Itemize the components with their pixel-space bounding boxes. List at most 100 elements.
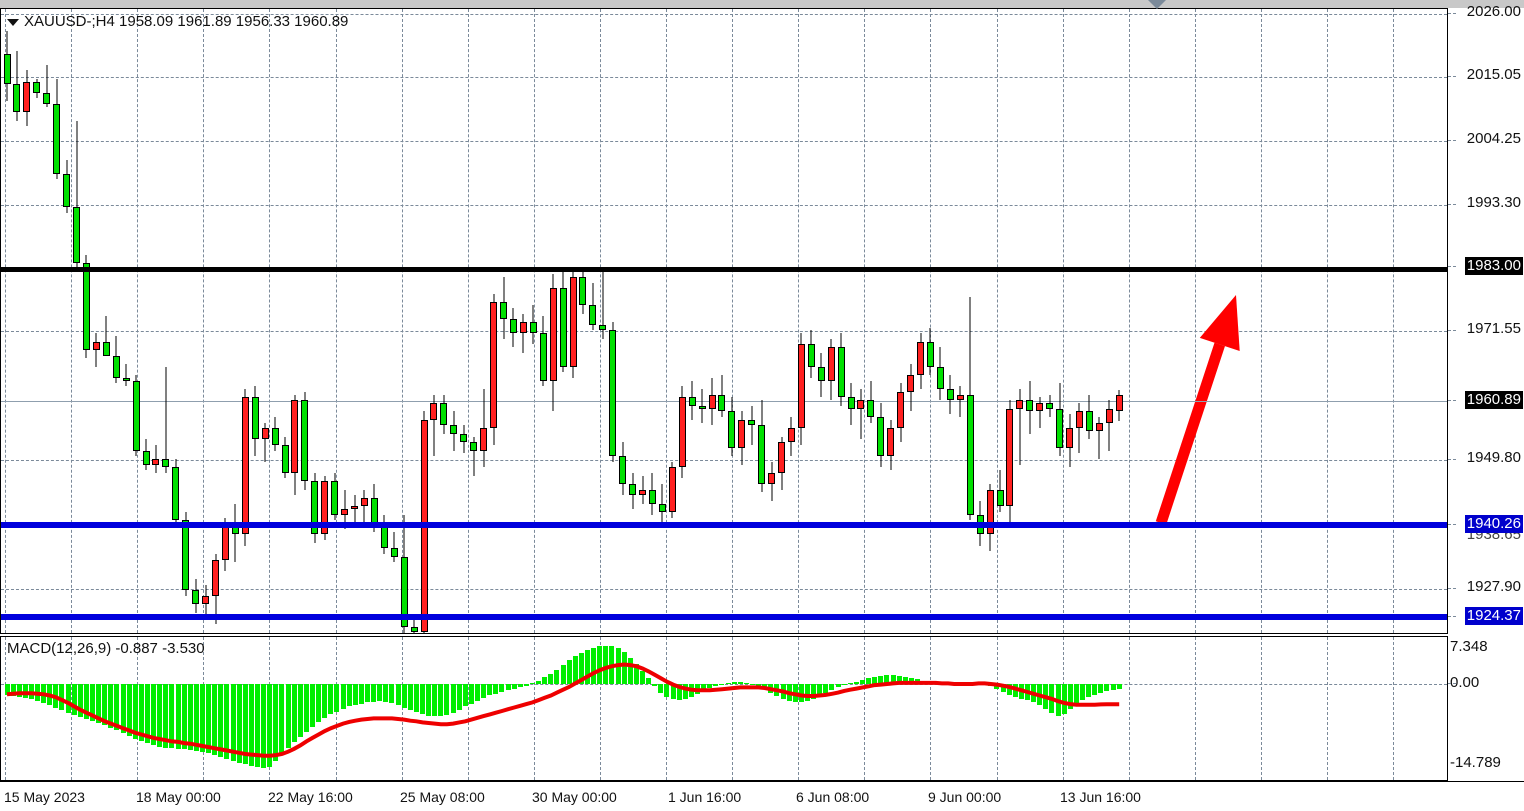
candle-body bbox=[897, 391, 905, 429]
gridline-vertical bbox=[798, 9, 800, 633]
macd-histogram-bar bbox=[1086, 684, 1092, 698]
gridline-vertical bbox=[5, 9, 7, 633]
candle-body bbox=[152, 458, 160, 465]
crosshair-top-marker bbox=[1148, 0, 1166, 9]
macd-histogram-bar bbox=[138, 684, 144, 741]
macd-histogram-bar bbox=[572, 656, 578, 684]
candle-body bbox=[142, 450, 150, 465]
macd-histogram-bar bbox=[4, 684, 10, 696]
gridline-vertical bbox=[1260, 9, 1263, 633]
candle-body bbox=[569, 277, 577, 367]
candle-body bbox=[529, 322, 537, 334]
candlestick bbox=[1115, 9, 1123, 633]
macd-histogram-bar bbox=[750, 684, 755, 685]
candle-body bbox=[827, 347, 835, 381]
candle-body bbox=[758, 425, 766, 485]
candle-wick bbox=[1098, 417, 1100, 459]
dropdown-triangle-icon[interactable] bbox=[7, 18, 19, 26]
macd-histogram-bar bbox=[90, 684, 96, 721]
candle-body bbox=[1056, 408, 1064, 448]
candle-wick bbox=[165, 366, 167, 473]
macd-histogram-bar bbox=[163, 684, 169, 748]
candle-body bbox=[549, 288, 557, 381]
price-level-resistance[interactable] bbox=[1, 267, 1447, 272]
macd-histogram-bar bbox=[707, 684, 713, 689]
candlestick bbox=[639, 9, 647, 633]
macd-histogram-bar bbox=[1073, 684, 1079, 705]
macd-histogram-bar bbox=[334, 684, 340, 712]
macd-histogram-bar bbox=[352, 684, 358, 705]
candle-body bbox=[53, 104, 61, 174]
candle-body bbox=[162, 458, 170, 468]
candle-body bbox=[738, 419, 746, 448]
candle-wick bbox=[473, 436, 475, 476]
macd-histogram-bar bbox=[970, 682, 975, 684]
macd-histogram-bar bbox=[988, 684, 994, 687]
candlestick bbox=[1056, 9, 1064, 633]
candle-body bbox=[917, 341, 925, 376]
candle-body bbox=[351, 506, 359, 510]
axis-tick bbox=[1448, 140, 1456, 141]
candlestick bbox=[281, 9, 289, 633]
candlestick bbox=[708, 9, 716, 633]
axis-tick bbox=[1448, 400, 1456, 401]
macd-histogram-bar bbox=[377, 684, 383, 702]
candlestick bbox=[410, 9, 418, 633]
macd-histogram-bar bbox=[530, 683, 536, 685]
candle-body bbox=[450, 425, 458, 434]
gridline-vertical bbox=[930, 9, 932, 633]
price-level-support-2[interactable] bbox=[1, 614, 1447, 620]
gridline-vertical bbox=[1327, 637, 1329, 780]
macd-histogram-bar bbox=[291, 684, 297, 742]
candle-body bbox=[13, 84, 21, 113]
macd-histogram-bar bbox=[120, 684, 126, 734]
axis-tick bbox=[1448, 524, 1456, 525]
time-axis[interactable]: 15 May 2023 18 May 00:00 22 May 16:00 25 Ma… bbox=[0, 781, 1524, 811]
macd-histogram-bar bbox=[1031, 684, 1037, 702]
candle-wick bbox=[413, 618, 415, 633]
gridline-vertical bbox=[930, 637, 932, 780]
candle-body bbox=[82, 263, 90, 350]
candle-body bbox=[192, 590, 200, 605]
candlestick bbox=[807, 9, 815, 633]
candle-body bbox=[817, 366, 825, 381]
chart-symbol-ohlc-label: XAUUSD-;H4 1958.09 1961.89 1956.33 1960.… bbox=[7, 13, 348, 30]
macd-histogram-bar bbox=[994, 684, 1000, 690]
gridline-vertical bbox=[599, 9, 602, 633]
gridline-vertical bbox=[533, 637, 536, 780]
macd-histogram-bar bbox=[523, 684, 529, 686]
candle-body bbox=[172, 467, 180, 521]
candlestick bbox=[549, 9, 557, 633]
axis-tick bbox=[1448, 204, 1456, 205]
gridline-vertical bbox=[996, 9, 999, 633]
macd-histogram-bar bbox=[200, 684, 206, 752]
macd-histogram-bar bbox=[248, 684, 254, 767]
candle-body bbox=[996, 489, 1004, 507]
candlestick bbox=[360, 9, 368, 633]
price-axis-label: 1927.90 bbox=[1466, 578, 1521, 595]
macd-histogram-bar bbox=[792, 684, 798, 703]
macd-histogram-bar bbox=[853, 681, 859, 684]
macd-histogram-bar bbox=[670, 684, 676, 700]
macd-histogram-bar bbox=[145, 684, 151, 744]
macd-histogram-bar bbox=[1055, 684, 1061, 716]
price-level-support-1[interactable] bbox=[1, 522, 1447, 528]
price-axis[interactable]: 2026.00 2015.05 2004.25 1993.30 1983.00 1971.… bbox=[1448, 4, 1524, 634]
candle-body bbox=[430, 403, 438, 420]
candlestick bbox=[261, 9, 269, 633]
candlestick bbox=[579, 9, 587, 633]
candle-body bbox=[440, 403, 448, 426]
candle-wick bbox=[155, 444, 157, 473]
macd-histogram-bar bbox=[835, 684, 841, 688]
candle-body bbox=[470, 442, 478, 451]
macd-histogram-bar bbox=[493, 684, 499, 694]
gridline-horizontal bbox=[1, 460, 1447, 462]
macd-histogram-bar bbox=[933, 683, 939, 685]
macd-axis: 7.348 0.00 -14.789 bbox=[1448, 636, 1524, 781]
macd-label: MACD(12,26,9) -0.887 -3.530 bbox=[7, 640, 205, 657]
macd-histogram-bar bbox=[475, 684, 481, 701]
macd-indicator-panel[interactable]: MACD(12,26,9) -0.887 -3.530 bbox=[0, 636, 1448, 781]
price-chart-panel[interactable]: XAUUSD-;H4 1958.09 1961.89 1956.33 1960.… bbox=[0, 8, 1448, 634]
macd-histogram-bar bbox=[456, 684, 462, 710]
candlestick bbox=[688, 9, 696, 633]
